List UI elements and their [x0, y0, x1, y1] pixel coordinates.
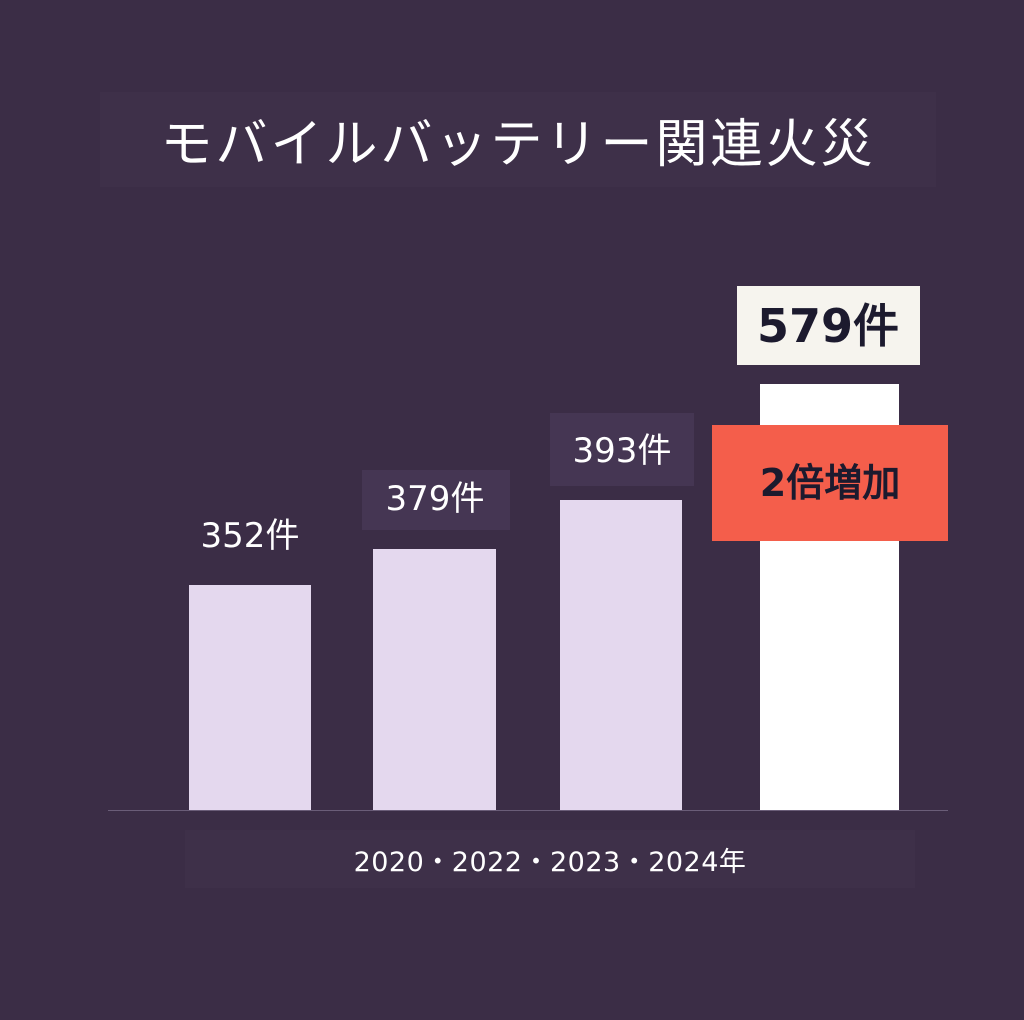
bar-2022	[373, 549, 496, 810]
value-label-2024: 579件	[757, 299, 899, 353]
value-label-box-2023	[550, 413, 694, 486]
bar-2023	[560, 500, 682, 810]
value-label-box-2022	[362, 470, 510, 530]
x-axis-caption-box: 2020・2022・2023・2024年	[185, 830, 915, 888]
bar-2020	[189, 585, 311, 810]
value-label-2022: 379件	[386, 479, 485, 519]
increase-badge	[712, 425, 948, 541]
value-label-box-2024	[737, 286, 920, 365]
increase-badge-text: 2倍増加	[760, 461, 900, 505]
chart-title: モバイルバッテリー関連火災	[160, 115, 876, 175]
title-box: モバイルバッテリー関連火災	[100, 92, 936, 187]
value-label-2023: 393件	[573, 431, 672, 471]
value-label-2020: 352件	[201, 516, 300, 556]
x-axis-caption: 2020・2022・2023・2024年	[353, 846, 747, 878]
